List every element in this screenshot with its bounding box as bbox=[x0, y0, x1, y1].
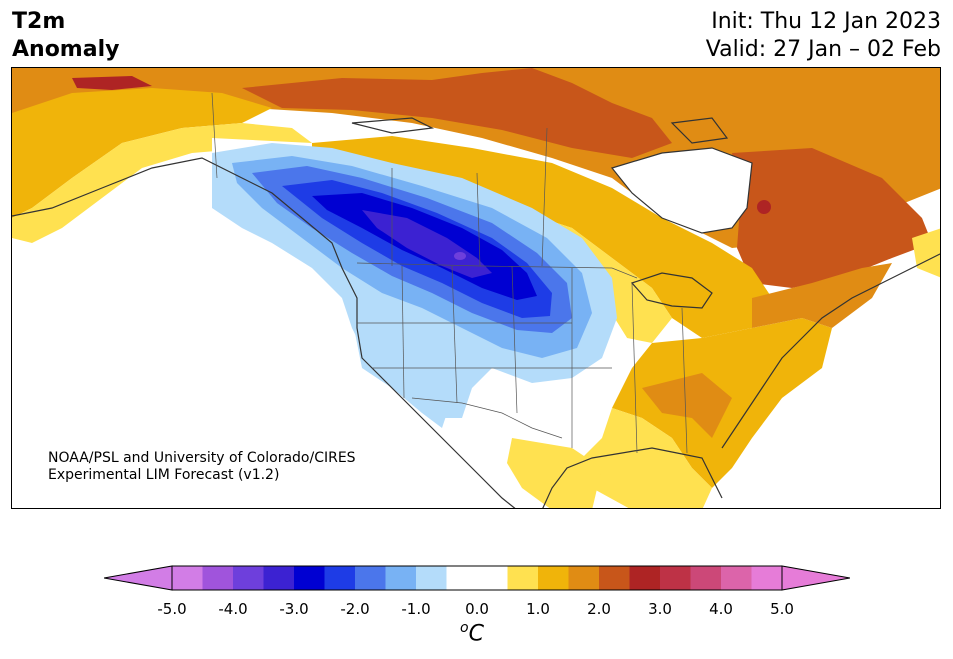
alaska-gold-area bbox=[12, 88, 272, 218]
map-title: T2m Anomaly bbox=[12, 8, 119, 64]
arctic-island-outline-2 bbox=[670, 117, 729, 144]
cold-anomaly-peak bbox=[454, 252, 466, 260]
colorbar-cell bbox=[477, 566, 508, 590]
colorbar-tick-label: -5.0 bbox=[157, 600, 187, 618]
colorbar-cell bbox=[538, 566, 569, 590]
state-border-7 bbox=[631, 282, 638, 454]
colorbar-cell bbox=[507, 566, 539, 590]
cold-anomaly-core bbox=[362, 210, 492, 278]
state-border-2 bbox=[451, 265, 458, 404]
state-border-1 bbox=[401, 265, 405, 399]
province-border-3 bbox=[476, 172, 481, 267]
valid-date: Valid: 27 Jan – 02 Feb bbox=[705, 37, 941, 62]
forecast-credit: NOAA/PSL and University of Colorado/CIRE… bbox=[48, 450, 356, 484]
colorbar-cell bbox=[324, 566, 356, 590]
great-lakes bbox=[630, 272, 713, 309]
east-us-yellow-edge bbox=[572, 408, 712, 508]
init-date: Init: Thu 12 Jan 2023 bbox=[711, 9, 941, 34]
alaska-red-spot bbox=[72, 76, 152, 90]
atlantic-coastline bbox=[721, 253, 940, 449]
quebec-red-spot bbox=[757, 200, 771, 214]
map-panel bbox=[11, 67, 941, 509]
us-canada-border bbox=[356, 262, 638, 279]
pacific-coastline bbox=[12, 157, 516, 508]
colorbar-cell bbox=[721, 566, 752, 590]
colorbar-cells bbox=[172, 566, 783, 590]
mexico-yellow bbox=[507, 438, 602, 508]
colorbar-cell bbox=[690, 566, 722, 590]
colorbar-tick-label: -1.0 bbox=[401, 600, 431, 618]
title-line1: T2m bbox=[12, 9, 66, 34]
us-mexico-border bbox=[411, 397, 563, 439]
colorbar-cell bbox=[568, 566, 600, 590]
colorbar bbox=[104, 565, 850, 591]
colorbar-cell bbox=[660, 566, 691, 590]
southeast-orange bbox=[642, 373, 732, 438]
northeast-orange bbox=[752, 263, 892, 328]
colorbar-tick-label: 3.0 bbox=[648, 600, 672, 618]
colorbar-cell bbox=[599, 566, 630, 590]
colorbar-cell bbox=[263, 566, 295, 590]
anomaly-map bbox=[12, 68, 940, 508]
colorbar-cell bbox=[385, 566, 417, 590]
colorbar-tick-label: 2.0 bbox=[587, 600, 611, 618]
colorbar-cell bbox=[751, 566, 783, 590]
colorbar-cell bbox=[629, 566, 661, 590]
colorbar-cell bbox=[446, 566, 478, 590]
forecast-dates: Init: Thu 12 Jan 2023 Valid: 27 Jan – 02… bbox=[706, 8, 941, 64]
colorbar-tick-label: -4.0 bbox=[218, 600, 248, 618]
arctic-dark-orange bbox=[242, 68, 672, 158]
colorbar-tick-label: 5.0 bbox=[770, 600, 794, 618]
colorbar-tick-label: -3.0 bbox=[279, 600, 309, 618]
credit-line1: NOAA/PSL and University of Colorado/CIRE… bbox=[48, 450, 356, 466]
colorbar-cell bbox=[202, 566, 234, 590]
alaska-yellow-edge bbox=[12, 123, 312, 243]
colorbar-cell bbox=[416, 566, 447, 590]
colorbar-tick-label: -2.0 bbox=[340, 600, 370, 618]
arctic-island-outline-1 bbox=[351, 117, 435, 134]
admin-borders bbox=[211, 92, 688, 454]
colorbar-cell bbox=[355, 566, 386, 590]
canada-gold-belt bbox=[312, 136, 772, 338]
state-border-3 bbox=[511, 265, 518, 414]
colorbar-tick-label: 0.0 bbox=[465, 600, 489, 618]
hudson-bay bbox=[612, 148, 752, 233]
credit-line2: Experimental LIM Forecast (v1.2) bbox=[48, 467, 280, 483]
colorbar-extend-low bbox=[104, 565, 173, 591]
colorbar-cell bbox=[294, 566, 325, 590]
title-line2: Anomaly bbox=[12, 37, 120, 62]
colorbar-tick-label: 1.0 bbox=[526, 600, 550, 618]
units-base: C bbox=[468, 621, 484, 647]
southwest-pale-blue bbox=[352, 318, 452, 428]
province-border-4 bbox=[541, 127, 548, 267]
quebec-dark-orange bbox=[732, 148, 932, 288]
colorbar-tick-label: 4.0 bbox=[709, 600, 733, 618]
province-border-1 bbox=[211, 92, 218, 179]
colorbar-cell bbox=[172, 566, 203, 590]
colorbar-cell bbox=[233, 566, 264, 590]
state-border-8 bbox=[681, 307, 688, 454]
hudson-bay-coastline bbox=[610, 147, 753, 234]
units-degree-sup: o bbox=[460, 620, 469, 636]
colorbar-outline bbox=[171, 565, 783, 591]
colorbar-units: oC bbox=[460, 620, 484, 646]
colorbar-extend-high bbox=[781, 565, 850, 591]
